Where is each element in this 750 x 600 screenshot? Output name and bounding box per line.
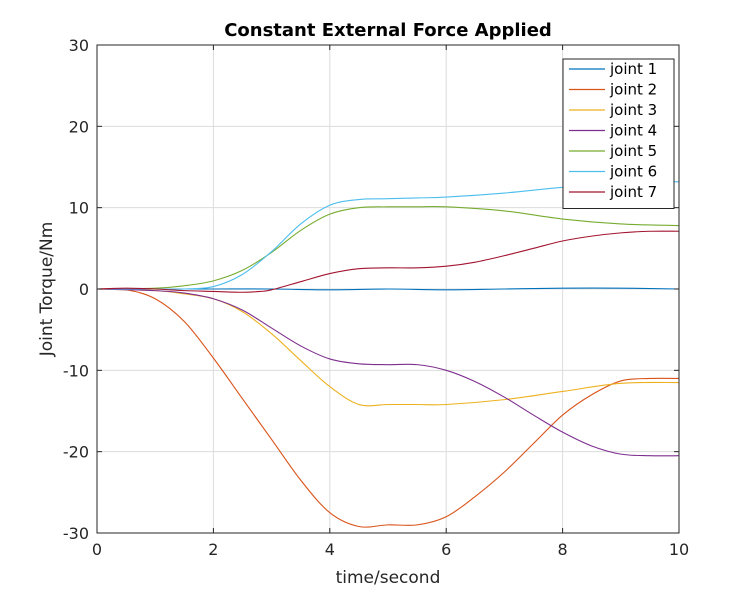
ticks: 0 2 4 6 8 10 -30 -20 -10 0 10 20 30 [63, 36, 689, 559]
series-layer [96, 181, 680, 528]
series-line-joint-4 [96, 288, 680, 457]
x-tick-label: 10 [669, 540, 689, 559]
legend-label: joint 2 [609, 81, 657, 99]
legend-label: joint 6 [609, 163, 657, 181]
legend-label: joint 3 [609, 101, 657, 119]
y-tick-label: 0 [79, 280, 89, 299]
y-tick-label: -30 [63, 524, 89, 543]
y-tick-label: 10 [69, 199, 89, 218]
series-line-joint-6 [97, 181, 680, 290]
series-line-joint-5 [96, 206, 680, 290]
series-line-joint-2 [96, 288, 680, 528]
x-axis-label: time/second [336, 568, 441, 588]
legend-label: joint 1 [609, 60, 657, 78]
legend-label: joint 4 [609, 122, 657, 140]
legend-box [562, 58, 675, 209]
legend: joint 1 joint 2 joint 3 joint 4 joint 5 joint… [562, 58, 675, 209]
y-tick-label: 30 [69, 36, 89, 55]
y-axis-label: Joint Torque/Nm [37, 222, 57, 358]
y-tick-label: -20 [63, 443, 89, 462]
x-tick-label: 2 [208, 540, 218, 559]
x-tick-label: 0 [92, 540, 102, 559]
legend-label: joint 5 [609, 142, 657, 160]
x-tick-label: 8 [558, 540, 568, 559]
x-tick-label: 4 [325, 540, 335, 559]
legend-label: joint 7 [609, 183, 657, 201]
series-line-joint-7 [96, 230, 680, 293]
chart-title: Constant External Force Applied [224, 20, 552, 41]
y-tick-label: -10 [63, 361, 89, 380]
y-tick-label: 20 [69, 117, 89, 136]
x-tick-label: 6 [441, 540, 451, 559]
